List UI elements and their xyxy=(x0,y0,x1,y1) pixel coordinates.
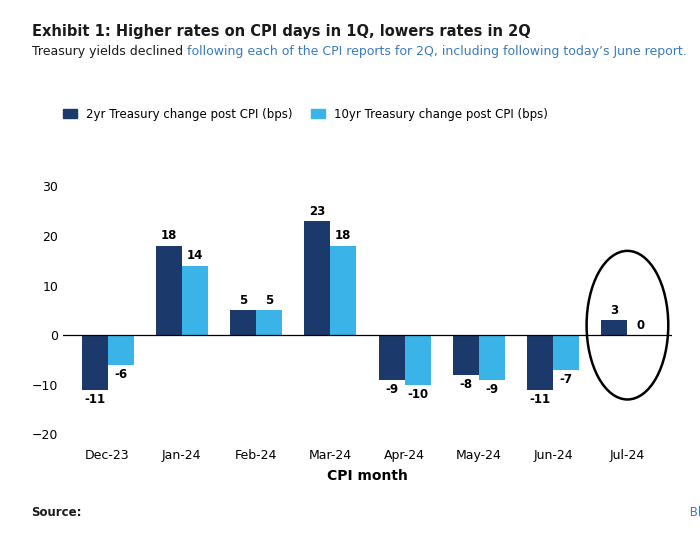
Bar xyxy=(601,320,627,335)
Text: -11: -11 xyxy=(530,393,551,406)
Text: -11: -11 xyxy=(84,393,105,406)
Bar xyxy=(453,335,479,374)
Text: -8: -8 xyxy=(459,378,473,391)
Text: 5: 5 xyxy=(265,294,273,307)
Bar xyxy=(304,221,330,335)
Bar xyxy=(182,266,208,335)
Text: Source:: Source: xyxy=(32,506,82,519)
Text: -9: -9 xyxy=(485,383,498,396)
Text: Treasury yields declined: Treasury yields declined xyxy=(32,45,187,58)
X-axis label: CPI month: CPI month xyxy=(327,469,408,483)
Text: Bloomberg: Bloomberg xyxy=(687,506,700,519)
Bar xyxy=(82,335,108,389)
Text: 23: 23 xyxy=(309,205,326,218)
Bar xyxy=(379,335,405,380)
Bar xyxy=(108,335,134,365)
Text: 18: 18 xyxy=(335,230,351,242)
Bar xyxy=(405,335,430,385)
Text: 18: 18 xyxy=(160,230,177,242)
Text: -9: -9 xyxy=(385,383,398,396)
Bar xyxy=(230,310,256,335)
Legend: 2yr Treasury change post CPI (bps), 10yr Treasury change post CPI (bps): 2yr Treasury change post CPI (bps), 10yr… xyxy=(63,108,548,120)
Bar xyxy=(330,246,356,335)
Bar xyxy=(156,246,182,335)
Bar xyxy=(553,335,579,370)
Text: 14: 14 xyxy=(187,249,203,262)
Text: -10: -10 xyxy=(407,388,428,401)
Text: -7: -7 xyxy=(560,373,573,386)
Bar xyxy=(527,335,553,389)
Text: following each of the CPI reports for 2Q, including following today’s June repor: following each of the CPI reports for 2Q… xyxy=(187,45,687,58)
Text: 3: 3 xyxy=(610,304,619,317)
Text: 0: 0 xyxy=(636,319,645,332)
Bar xyxy=(256,310,282,335)
Text: -6: -6 xyxy=(114,368,127,381)
Bar xyxy=(479,335,505,380)
Text: Exhibit 1: Higher rates on CPI days in 1Q, lowers rates in 2Q: Exhibit 1: Higher rates on CPI days in 1… xyxy=(32,24,531,39)
Text: 5: 5 xyxy=(239,294,247,307)
